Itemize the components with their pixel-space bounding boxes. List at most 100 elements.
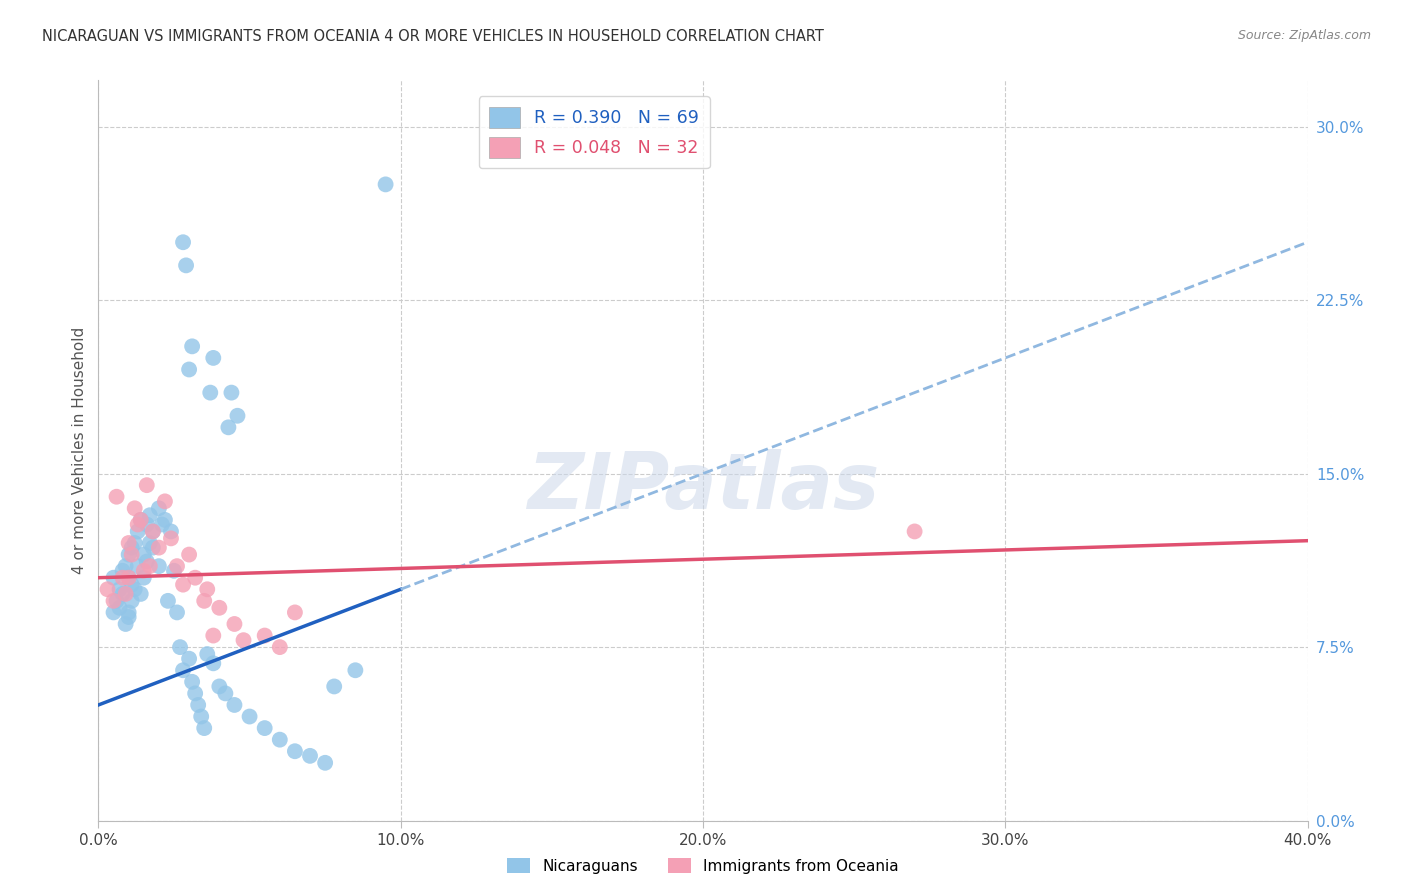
Point — [124, 582, 146, 597]
Point — [108, 600, 131, 615]
Point — [169, 640, 191, 654]
Point — [142, 524, 165, 539]
Legend: R = 0.390   N = 69, R = 0.048   N = 32: R = 0.390 N = 69, R = 0.048 N = 32 — [479, 96, 710, 169]
Point — [127, 517, 149, 532]
Point — [121, 577, 143, 591]
Point — [118, 536, 141, 550]
Point — [193, 721, 215, 735]
Point — [224, 617, 246, 632]
Point — [253, 721, 276, 735]
Point — [172, 235, 194, 250]
Point — [179, 651, 201, 665]
Point — [118, 610, 141, 624]
Point — [132, 548, 155, 562]
Point — [129, 513, 152, 527]
Point — [179, 548, 201, 562]
Point — [118, 606, 141, 620]
Point — [103, 606, 125, 620]
Point — [172, 663, 194, 677]
Point — [114, 587, 136, 601]
Point — [111, 587, 134, 601]
Text: ZIPatlas: ZIPatlas — [527, 450, 879, 525]
Point — [114, 559, 136, 574]
Point — [142, 541, 165, 555]
Point — [269, 640, 291, 654]
Text: NICARAGUAN VS IMMIGRANTS FROM OCEANIA 4 OR MORE VEHICLES IN HOUSEHOLD CORRELATIO: NICARAGUAN VS IMMIGRANTS FROM OCEANIA 4 … — [42, 29, 824, 45]
Point — [202, 657, 225, 671]
Point — [121, 548, 143, 562]
Point — [226, 409, 249, 423]
Point — [103, 571, 125, 585]
Point — [284, 744, 307, 758]
Point — [129, 587, 152, 601]
Point — [314, 756, 336, 770]
Point — [139, 508, 162, 523]
Point — [135, 478, 157, 492]
Point — [195, 647, 218, 661]
Point — [179, 362, 201, 376]
Point — [129, 513, 152, 527]
Point — [111, 564, 134, 578]
Text: Source: ZipAtlas.com: Source: ZipAtlas.com — [1237, 29, 1371, 42]
Point — [156, 594, 179, 608]
Point — [232, 633, 254, 648]
Point — [214, 686, 236, 700]
Point — [163, 564, 186, 578]
Point — [184, 571, 207, 585]
Point — [148, 559, 170, 574]
Point — [239, 709, 262, 723]
Point — [160, 524, 183, 539]
Point — [132, 571, 155, 585]
Point — [103, 594, 125, 608]
Point — [142, 524, 165, 539]
Point — [374, 178, 396, 192]
Point — [323, 680, 346, 694]
Point — [127, 559, 149, 574]
Point — [135, 555, 157, 569]
Point — [208, 600, 231, 615]
Point — [150, 517, 173, 532]
Point — [181, 674, 204, 689]
Y-axis label: 4 or more Vehicles in Household: 4 or more Vehicles in Household — [72, 326, 87, 574]
Point — [166, 606, 188, 620]
Point — [139, 536, 162, 550]
Point — [160, 532, 183, 546]
Point — [344, 663, 367, 677]
Point — [132, 564, 155, 578]
Point — [108, 582, 131, 597]
Point — [124, 501, 146, 516]
Point — [217, 420, 239, 434]
Point — [193, 594, 215, 608]
Legend: Nicaraguans, Immigrants from Oceania: Nicaraguans, Immigrants from Oceania — [501, 852, 905, 880]
Point — [135, 517, 157, 532]
Point — [202, 351, 225, 365]
Point — [904, 524, 927, 539]
Point — [174, 259, 197, 273]
Point — [121, 594, 143, 608]
Point — [124, 536, 146, 550]
Point — [253, 628, 276, 642]
Point — [181, 339, 204, 353]
Point — [166, 559, 188, 574]
Point — [208, 680, 231, 694]
Point — [221, 385, 243, 400]
Point — [153, 494, 176, 508]
Point — [127, 524, 149, 539]
Point — [195, 582, 218, 597]
Point — [190, 709, 212, 723]
Point — [114, 617, 136, 632]
Point — [184, 686, 207, 700]
Point — [118, 571, 141, 585]
Point — [172, 577, 194, 591]
Point — [284, 606, 307, 620]
Point — [200, 385, 222, 400]
Point — [148, 501, 170, 516]
Point — [105, 490, 128, 504]
Point — [139, 559, 162, 574]
Point — [118, 548, 141, 562]
Point — [153, 513, 176, 527]
Point — [105, 594, 128, 608]
Point — [118, 571, 141, 585]
Point — [121, 541, 143, 555]
Point — [148, 541, 170, 555]
